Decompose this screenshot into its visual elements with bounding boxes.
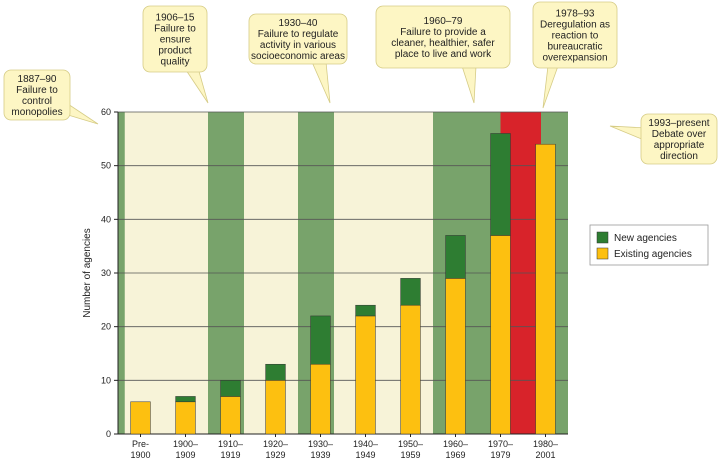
x-tick-label-2-1: 1919: [220, 450, 240, 460]
bar-new-3: [265, 363, 286, 381]
annotation-text-4-0: 1978–93: [556, 9, 595, 20]
annotation-text-1-3: product: [158, 46, 192, 57]
x-tick-label-3-0: 1920–: [263, 439, 288, 449]
bar-existing-9: [535, 143, 556, 435]
annotation-text-4-2: reaction to: [552, 31, 599, 42]
bar-existing-1: [175, 401, 196, 435]
y-tick-label-5: 50: [101, 161, 111, 171]
annotation-text-1-1: Failure to: [154, 24, 196, 35]
x-tick-label-0-1: 1900: [130, 450, 150, 460]
annotation-text-5-1: Debate over: [652, 129, 707, 140]
bar-existing-8: [490, 235, 511, 435]
annotation-text-3-2: cleaner, healthier, safer: [391, 38, 495, 49]
y-tick-label-1: 10: [101, 375, 111, 385]
annotation-text-4-1: Deregulation as: [540, 20, 610, 31]
x-tick-label-3-1: 1929: [265, 450, 285, 460]
x-tick-label-9-0: 1980–: [533, 439, 558, 449]
annotation-text-1-0: 1906–15: [156, 13, 195, 24]
annotation-tail-4: [542, 65, 559, 109]
y-tick-label-6: 60: [101, 107, 111, 117]
x-tick-label-9-1: 2001: [535, 450, 555, 460]
legend-label-1: Existing agencies: [614, 249, 692, 260]
annotation-bubble-3: [375, 5, 511, 69]
annotation-bubble-5: [640, 113, 718, 165]
annotation-text-5-2: appropriate: [654, 140, 705, 151]
bar-new-6: [400, 278, 421, 306]
x-tick-label-7-0: 1960–: [443, 439, 468, 449]
annotation-text-2-1: Failure to regulate: [258, 29, 339, 40]
x-tick-label-5-1: 1949: [355, 450, 375, 460]
annotation-tail-3: [461, 65, 477, 104]
annotation-text-0-2: control: [22, 96, 52, 107]
annotation-text-0-1: Failure to: [16, 85, 58, 96]
annotation-tail-1: [185, 67, 209, 104]
x-tick-label-5-0: 1940–: [353, 439, 378, 449]
x-tick-label-1-0: 1900–: [173, 439, 198, 449]
x-tick-label-8-0: 1970–: [488, 439, 513, 449]
bar-new-2: [220, 380, 241, 397]
x-tick-label-7-1: 1969: [445, 450, 465, 460]
annotation-text-0-0: 1887–90: [18, 74, 57, 85]
bar-new-7: [445, 235, 466, 279]
annotation-text-2-2: activity in various: [260, 40, 336, 51]
annotation-text-3-3: place to live and work: [395, 49, 492, 60]
legend-box: [589, 224, 709, 266]
x-tick-label-6-0: 1950–: [398, 439, 423, 449]
bar-existing-4: [310, 363, 331, 435]
y-axis-title: Number of agencies: [82, 228, 93, 318]
bar-existing-7: [445, 278, 466, 435]
x-tick-label-4-0: 1930–: [308, 439, 333, 449]
x-tick-label-6-1: 1959: [400, 450, 420, 460]
annotation-text-4-4: overexpansion: [542, 53, 607, 64]
x-tick-label-8-1: 1979: [490, 450, 510, 460]
bar-new-4: [310, 315, 331, 365]
annotation-bubble-1: [142, 5, 208, 73]
bar-new-5: [355, 304, 376, 317]
bar-existing-5: [355, 315, 376, 435]
annotation-text-3-0: 1960–79: [424, 16, 463, 27]
legend-label-0: New agencies: [614, 233, 677, 244]
y-tick-label-3: 30: [101, 268, 111, 278]
x-tick-label-1-1: 1909: [175, 450, 195, 460]
annotation-bubble-2: [248, 13, 348, 65]
y-tick-label-2: 20: [101, 322, 111, 332]
annotation-text-5-3: direction: [660, 151, 698, 162]
x-tick-label-0-0: Pre-: [132, 439, 149, 449]
annotation-text-4-3: bureaucratic: [547, 42, 602, 53]
y-tick-label-4: 40: [101, 214, 111, 224]
annotation-tail-2: [311, 61, 331, 104]
y-tick-label-0: 0: [106, 429, 111, 439]
bar-existing-3: [265, 380, 286, 435]
annotation-bubble-0: [3, 69, 71, 121]
bar-new-1: [175, 396, 196, 403]
annotation-text-1-2: ensure: [160, 35, 191, 46]
legend-swatch-1: [596, 247, 609, 260]
annotation-text-3-1: Failure to provide a: [400, 27, 486, 38]
annotation-text-1-4: quality: [161, 57, 190, 68]
annotation-bubble-4: [532, 1, 618, 69]
annotation-text-2-3: socioeconomic areas: [251, 51, 345, 62]
x-tick-label-2-0: 1910–: [218, 439, 243, 449]
bar-existing-0: [130, 401, 151, 435]
annotation-text-5-0: 1993–present: [648, 118, 709, 129]
legend-swatch-0: [596, 231, 609, 244]
bar-new-8: [490, 133, 511, 236]
bar-existing-2: [220, 396, 241, 435]
annotation-text-2-0: 1930–40: [279, 18, 318, 29]
bar-existing-6: [400, 304, 421, 435]
x-tick-label-4-1: 1939: [310, 450, 330, 460]
annotation-text-0-3: monopolies: [11, 107, 62, 118]
